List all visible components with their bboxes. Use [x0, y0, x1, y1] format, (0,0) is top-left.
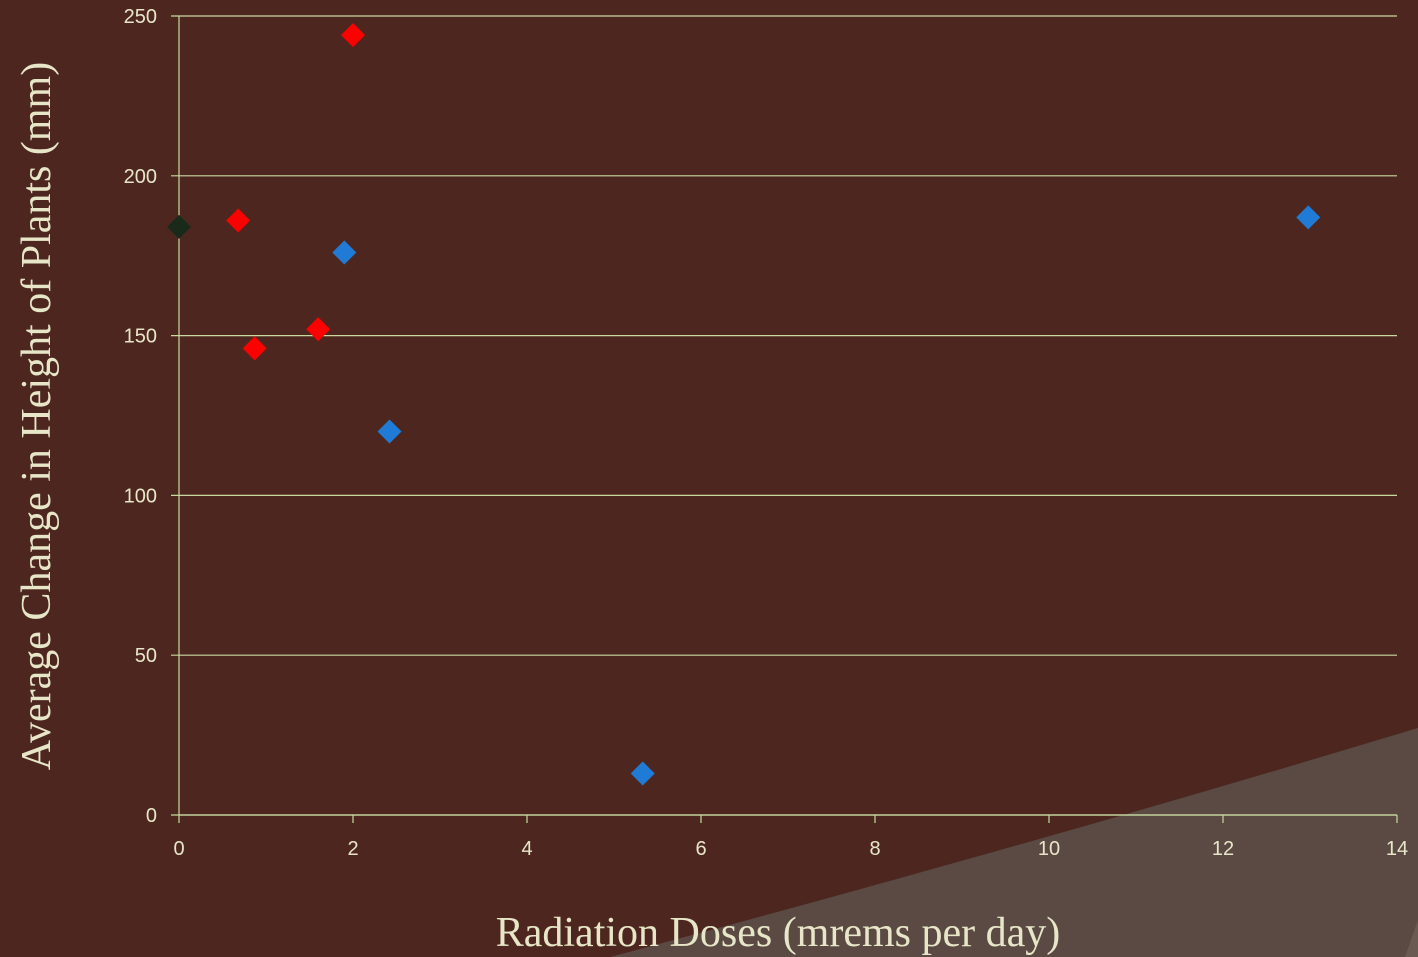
- data-point: [630, 761, 655, 786]
- data-point: [1296, 205, 1321, 230]
- x-axis-title: Radiation Doses (mrems per day): [496, 910, 1061, 956]
- data-point: [226, 208, 251, 233]
- data-point: [306, 317, 331, 342]
- y-tick-label: 150: [124, 326, 157, 348]
- x-tick-label: 14: [1386, 838, 1408, 860]
- y-tick-label: 200: [124, 166, 157, 188]
- x-tick-label: 6: [695, 838, 706, 860]
- decorative-swoosh: [610, 728, 1418, 957]
- data-point: [242, 336, 267, 361]
- x-tick-label: 4: [521, 838, 532, 860]
- data-point: [332, 240, 357, 265]
- data-point: [167, 214, 191, 239]
- x-tick-label: 0: [173, 838, 184, 860]
- axes: [178, 16, 1398, 823]
- y-tick-label: 250: [124, 6, 157, 28]
- y-tick-label: 100: [124, 485, 157, 507]
- x-tick-labels: 0 2 4 6 8 10 12 14: [173, 838, 1408, 860]
- gridlines: [171, 15, 1397, 816]
- y-tick-labels: 0 50 100 150 200 250: [124, 6, 157, 827]
- decorative-swoosh-edge: [1405, 920, 1418, 957]
- y-axis-title: Average Change in Height of Plants (mm): [14, 62, 60, 770]
- data-points: [167, 23, 1321, 786]
- x-tick-label: 8: [869, 838, 880, 860]
- y-tick-label: 0: [146, 805, 157, 827]
- x-tick-label: 10: [1038, 838, 1060, 860]
- x-tick-label: 2: [347, 838, 358, 860]
- data-point: [341, 23, 365, 48]
- x-tick-label: 12: [1212, 838, 1234, 860]
- y-tick-label: 50: [135, 645, 157, 667]
- data-point: [377, 419, 402, 444]
